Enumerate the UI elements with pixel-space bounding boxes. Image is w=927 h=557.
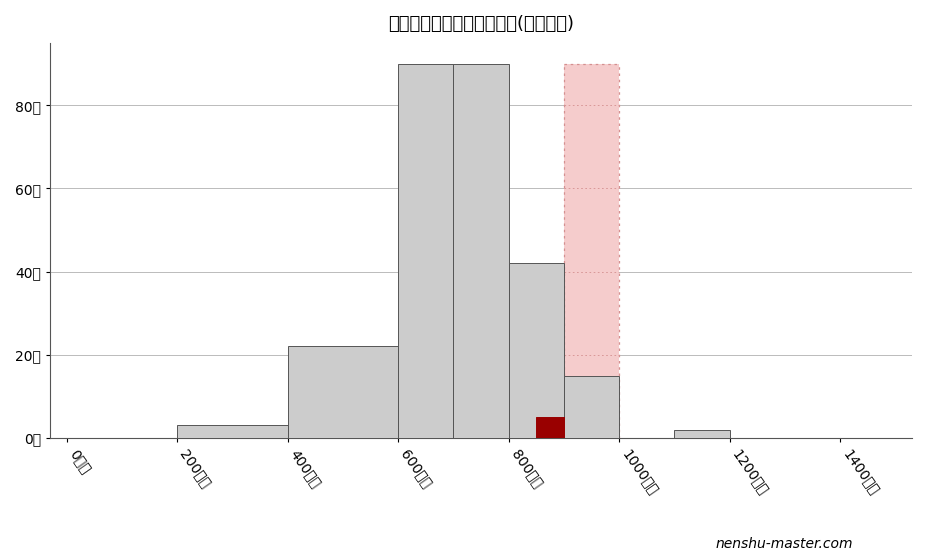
Bar	[536, 417, 564, 438]
Bar	[398, 63, 453, 438]
Bar	[675, 429, 730, 438]
Bar	[509, 263, 564, 438]
Bar	[453, 63, 509, 438]
Bar	[177, 426, 287, 438]
Bar	[564, 375, 619, 438]
Bar	[564, 63, 619, 438]
Title: 栗田工業の年収ポジション(機械業内): 栗田工業の年収ポジション(機械業内)	[388, 15, 574, 33]
Text: nenshu-master.com: nenshu-master.com	[716, 538, 853, 551]
Bar	[287, 346, 398, 438]
